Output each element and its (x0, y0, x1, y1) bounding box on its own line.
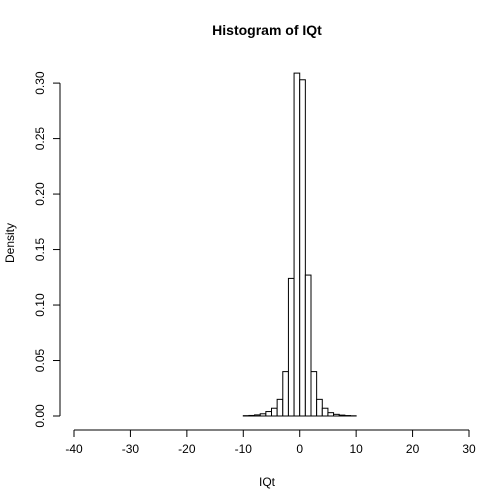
y-axis: 0.00 0.05 0.10 0.15 0.20 0.25 0.30 (33, 71, 61, 428)
x-tick-label: -40 (65, 442, 83, 456)
histogram-bar (271, 407, 278, 417)
x-tick-label: 20 (406, 442, 420, 456)
x-tick-label: 0 (296, 442, 303, 456)
histogram-bar (293, 72, 301, 417)
x-tick-label: -20 (178, 442, 196, 456)
histogram-bar (299, 79, 306, 417)
y-axis-label: Density (3, 223, 17, 263)
histogram-bar (327, 412, 335, 417)
histogram-bar (321, 407, 329, 417)
histogram-bar (254, 414, 261, 417)
histogram-bar (265, 411, 272, 417)
y-tick-label: 0.05 (33, 349, 47, 373)
x-tick-label: 30 (462, 442, 476, 456)
y-tick-label: 0.30 (33, 71, 47, 95)
x-tick-label: 10 (349, 442, 363, 456)
histogram-bars (242, 72, 357, 417)
histogram-bar (248, 414, 256, 417)
histogram-bar (282, 371, 289, 417)
x-axis: -40 -30 -20 -10 0 10 20 30 (65, 429, 476, 456)
y-tick-label: 0.20 (33, 182, 47, 206)
histogram-bar (333, 413, 340, 417)
histogram-bar (316, 398, 323, 417)
histogram-bar (338, 414, 346, 417)
histogram-bar (304, 274, 312, 417)
x-axis-label: IQt (259, 475, 276, 489)
x-tick-label: -30 (122, 442, 140, 456)
x-tick-label: -10 (235, 442, 253, 456)
y-tick-label: 0.10 (33, 293, 47, 317)
histogram-bar (287, 277, 295, 417)
y-tick-label: 0.15 (33, 238, 47, 262)
histogram-bar (259, 413, 267, 417)
y-tick-label: 0.25 (33, 127, 47, 151)
histogram-bar (310, 371, 318, 417)
y-tick-label: 0.00 (33, 404, 47, 428)
histogram-bar (276, 398, 284, 417)
chart-title: Histogram of IQt (212, 22, 322, 38)
